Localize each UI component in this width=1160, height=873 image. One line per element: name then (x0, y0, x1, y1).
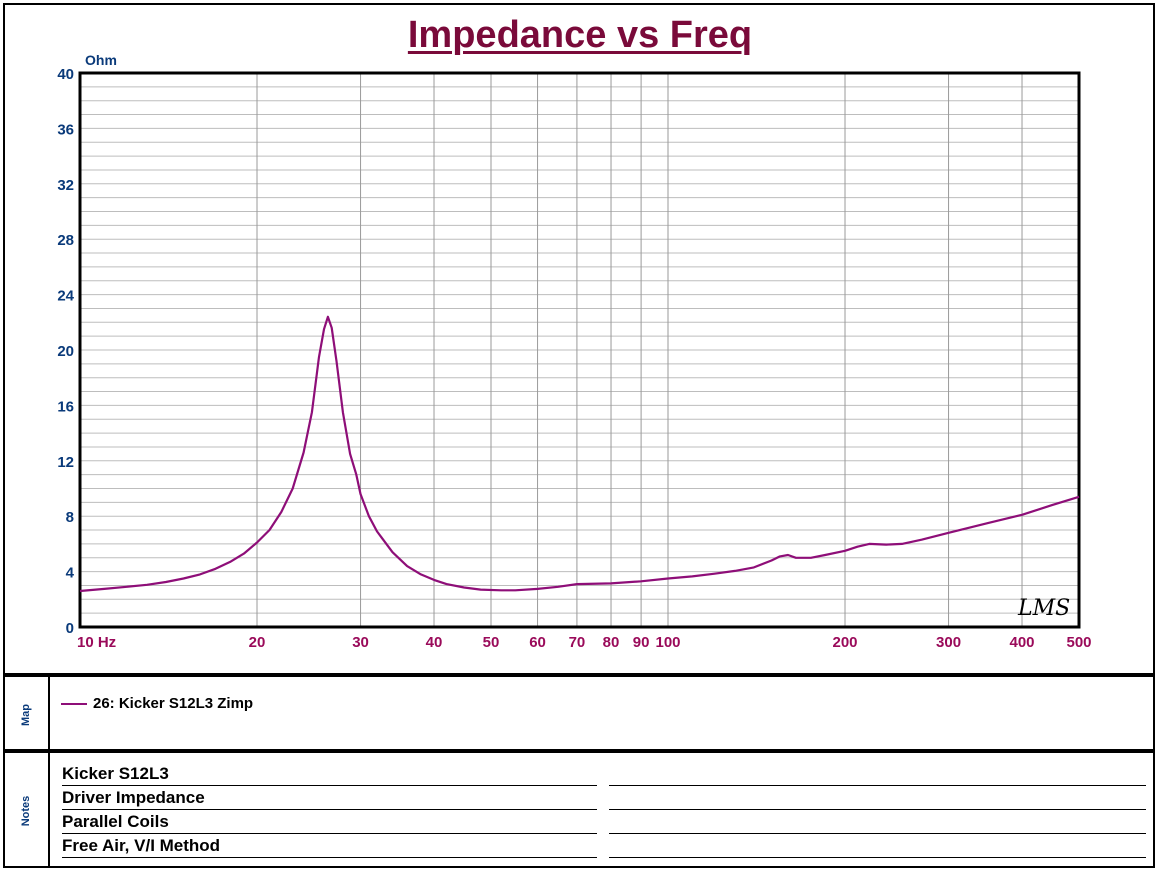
note-line-2: Driver Impedance (62, 787, 597, 810)
notes-section: Notes Kicker S12L3 Driver Impedance Para… (3, 749, 1155, 868)
x-tick-label: 500 (1066, 634, 1091, 651)
series-layer (79, 315, 1080, 593)
x-tick-label: 30 (352, 634, 369, 651)
y-tick-label: 4 (66, 565, 75, 582)
x-tick-label: 10 Hz (77, 634, 116, 651)
x-tick-label: 60 (529, 634, 546, 651)
y-tick-label: 0 (66, 620, 74, 637)
x-tick-label: 400 (1010, 634, 1035, 651)
y-tick-label: 8 (66, 509, 74, 526)
legend-label: 26: Kicker S12L3 Zimp (93, 695, 254, 712)
note-blank-4 (609, 835, 1146, 858)
y-tick-label: 28 (57, 232, 74, 249)
x-tick-label: 20 (249, 634, 266, 651)
y-tick-label: 12 (57, 454, 74, 471)
note-blank-1 (609, 763, 1146, 786)
x-tick-label: 90 (633, 634, 650, 651)
legend-swatch (61, 703, 87, 706)
x-tick-label: 40 (426, 634, 443, 651)
note-line-4: Free Air, V/I Method (62, 835, 597, 858)
plot-border (78, 71, 1081, 629)
map-section: Map 26: Kicker S12L3 Zimp (3, 673, 1155, 752)
axes: 0 4 8 12 16 20 24 28 32 36 40 10 Hz 20 30 40 50 60 70 80 90… (57, 66, 1091, 651)
impedance-chart: 0 4 8 12 16 20 24 28 32 36 40 10 Hz 20 30 40 50 60 70 80 90… (57, 52, 1091, 651)
chart-title: Impedance vs Freq (407, 14, 753, 56)
lms-logo: LMS (1017, 596, 1070, 621)
note-blank-3 (609, 811, 1146, 834)
notes-side-label: Notes (3, 753, 50, 868)
note-line-3: Parallel Coils (62, 811, 597, 834)
x-tick-label: 80 (603, 634, 620, 651)
y-tick-label: 20 (57, 343, 74, 360)
x-tick-label: 100 (655, 634, 680, 651)
x-tick-label: 70 (569, 634, 586, 651)
y-axis-label: Ohm (85, 52, 117, 68)
note-blank-2 (609, 787, 1146, 810)
y-tick-label: 40 (57, 66, 74, 83)
y-tick-label: 24 (57, 288, 74, 305)
impedance-curve (79, 315, 1080, 593)
chart-frame (3, 3, 1155, 868)
x-tick-label: 300 (936, 634, 961, 651)
legend-entry: 26: Kicker S12L3 Zimp (61, 695, 253, 712)
y-tick-label: 32 (57, 177, 74, 194)
y-tick-label: 16 (57, 398, 74, 415)
note-line-1: Kicker S12L3 (62, 763, 597, 786)
grid (80, 73, 1079, 627)
map-side-label: Map (3, 677, 50, 752)
y-tick-label: 36 (57, 121, 74, 138)
x-tick-label: 50 (483, 634, 500, 651)
x-tick-label: 200 (832, 634, 857, 651)
